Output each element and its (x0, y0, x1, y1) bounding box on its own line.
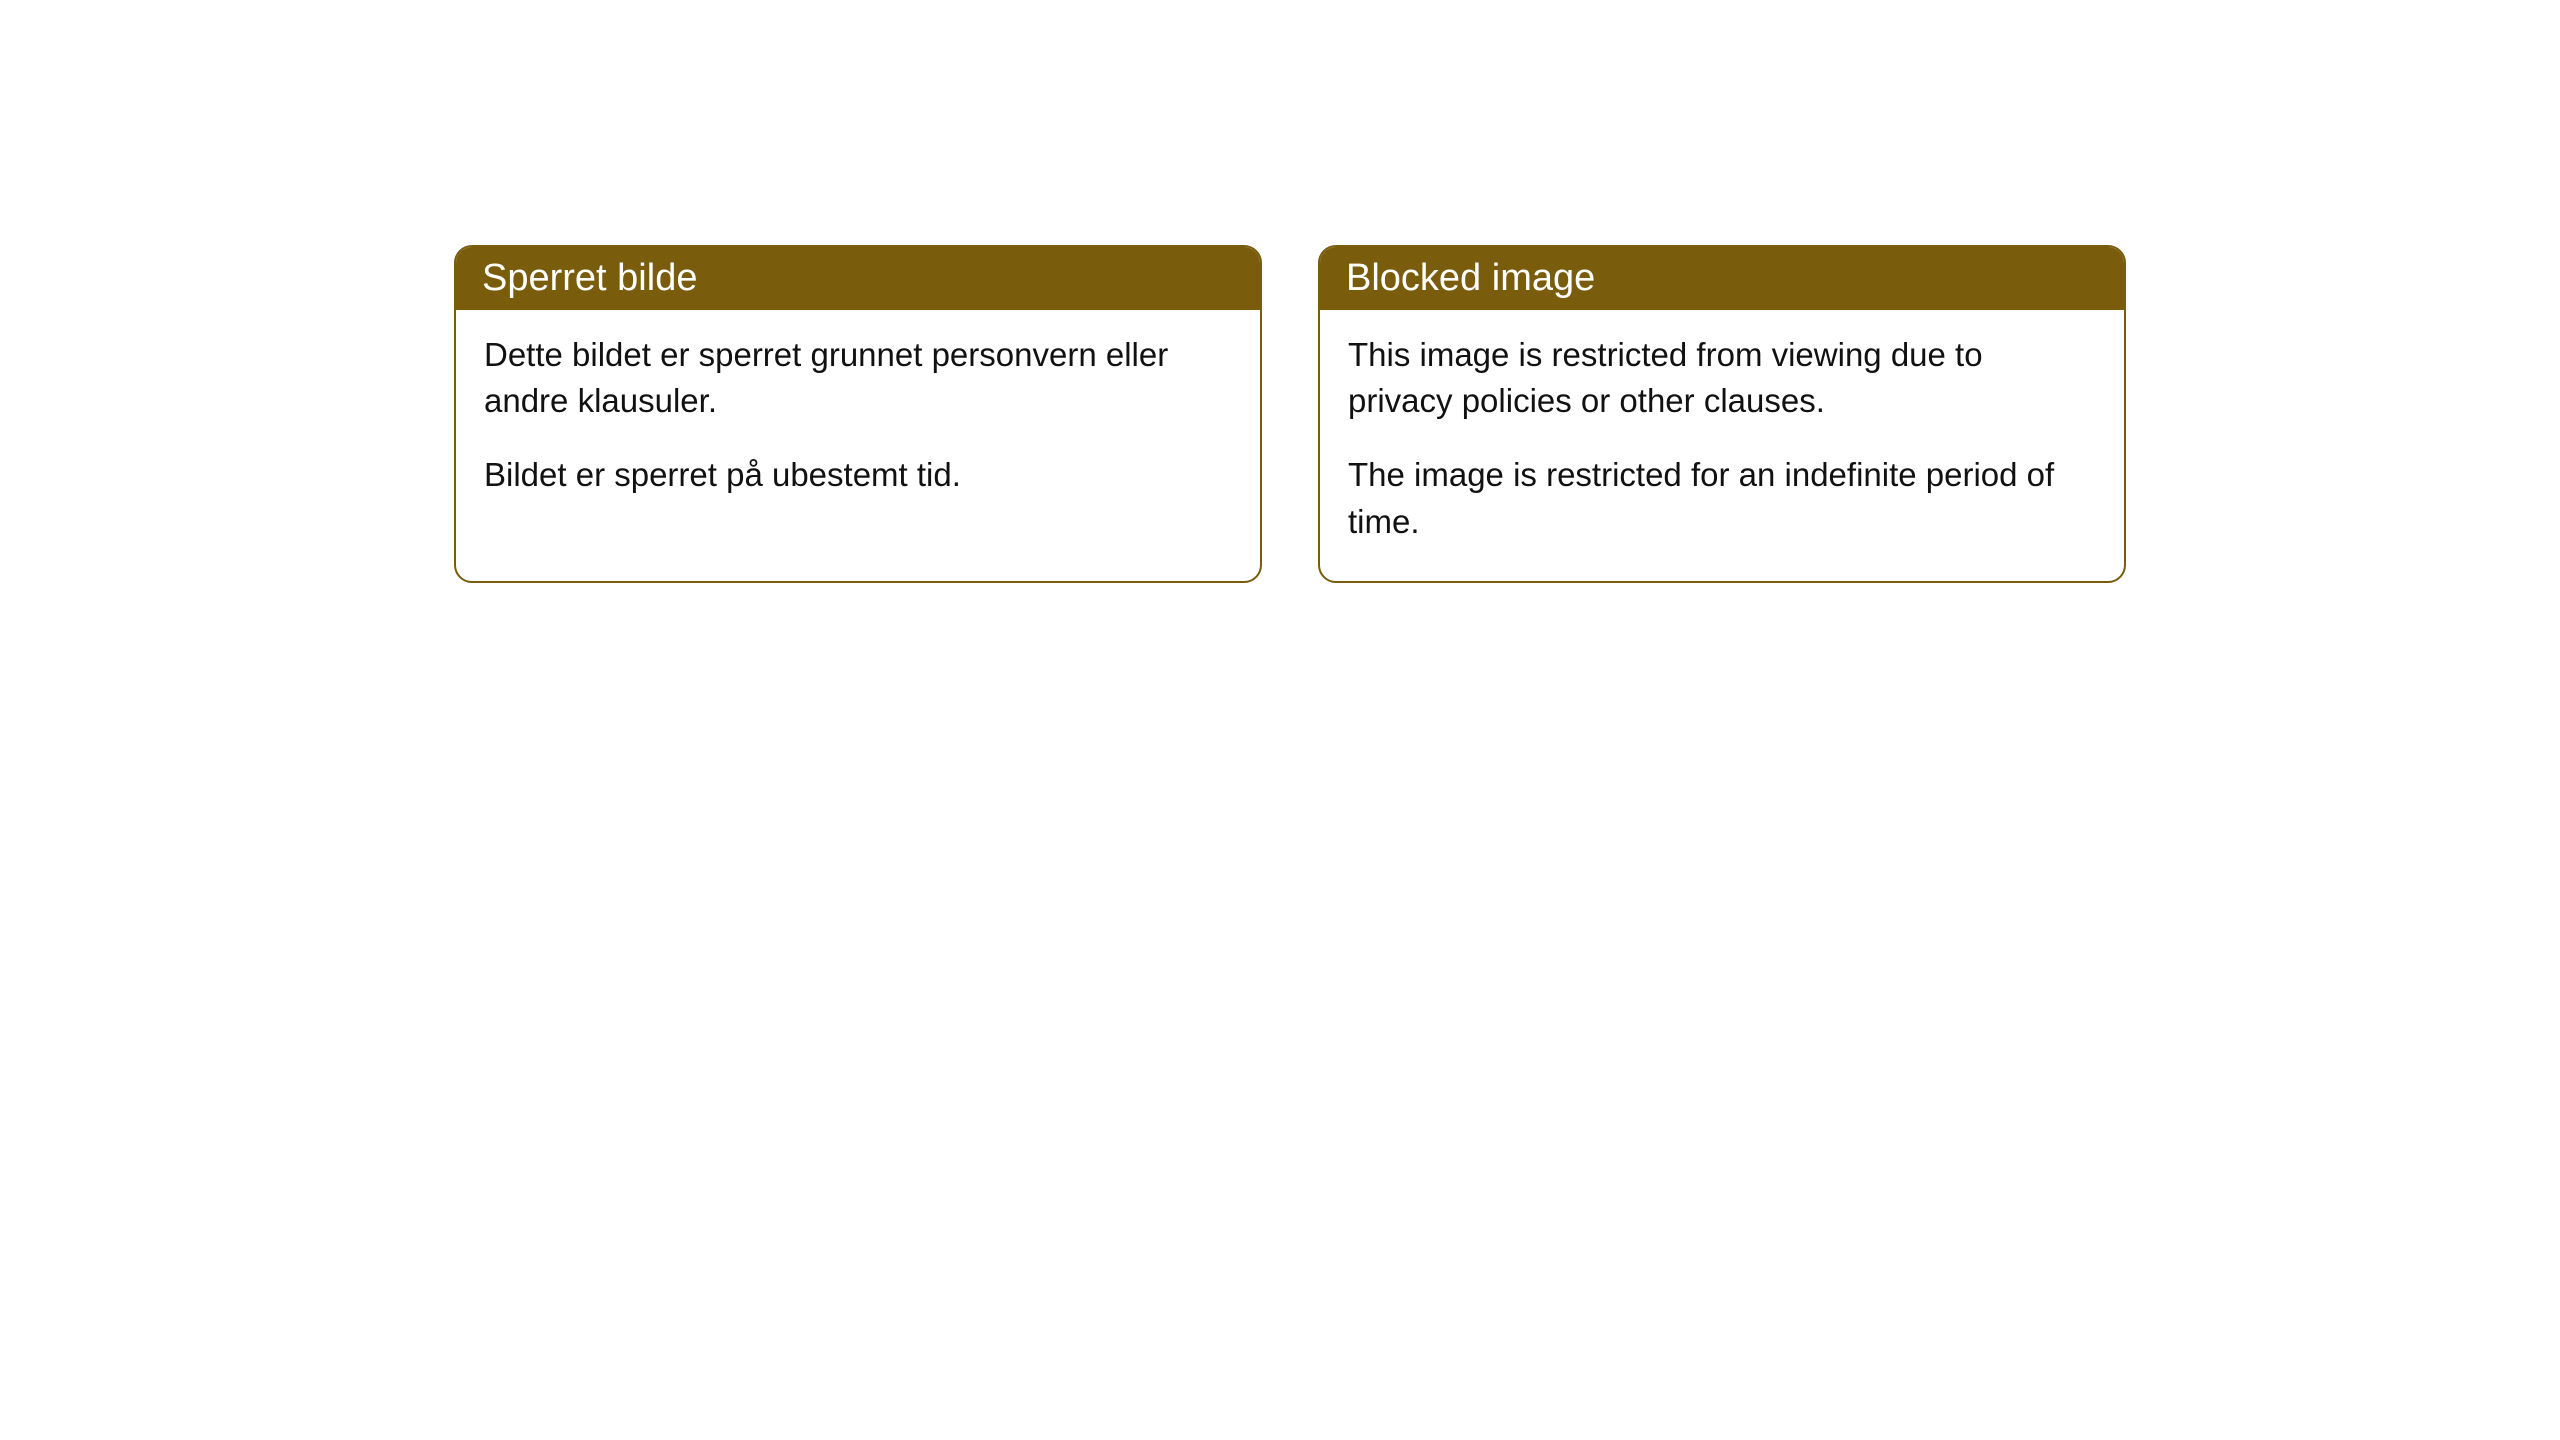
card-text-english-1: This image is restricted from viewing du… (1348, 332, 2096, 424)
card-text-norwegian-1: Dette bildet er sperret grunnet personve… (484, 332, 1232, 424)
cards-container: Sperret bilde Dette bildet er sperret gr… (0, 0, 2560, 583)
card-text-norwegian-2: Bildet er sperret på ubestemt tid. (484, 452, 1232, 498)
card-header-norwegian: Sperret bilde (456, 247, 1260, 310)
card-english: Blocked image This image is restricted f… (1318, 245, 2126, 583)
card-header-english: Blocked image (1320, 247, 2124, 310)
card-text-english-2: The image is restricted for an indefinit… (1348, 452, 2096, 544)
card-body-norwegian: Dette bildet er sperret grunnet personve… (456, 310, 1260, 535)
card-norwegian: Sperret bilde Dette bildet er sperret gr… (454, 245, 1262, 583)
card-body-english: This image is restricted from viewing du… (1320, 310, 2124, 581)
